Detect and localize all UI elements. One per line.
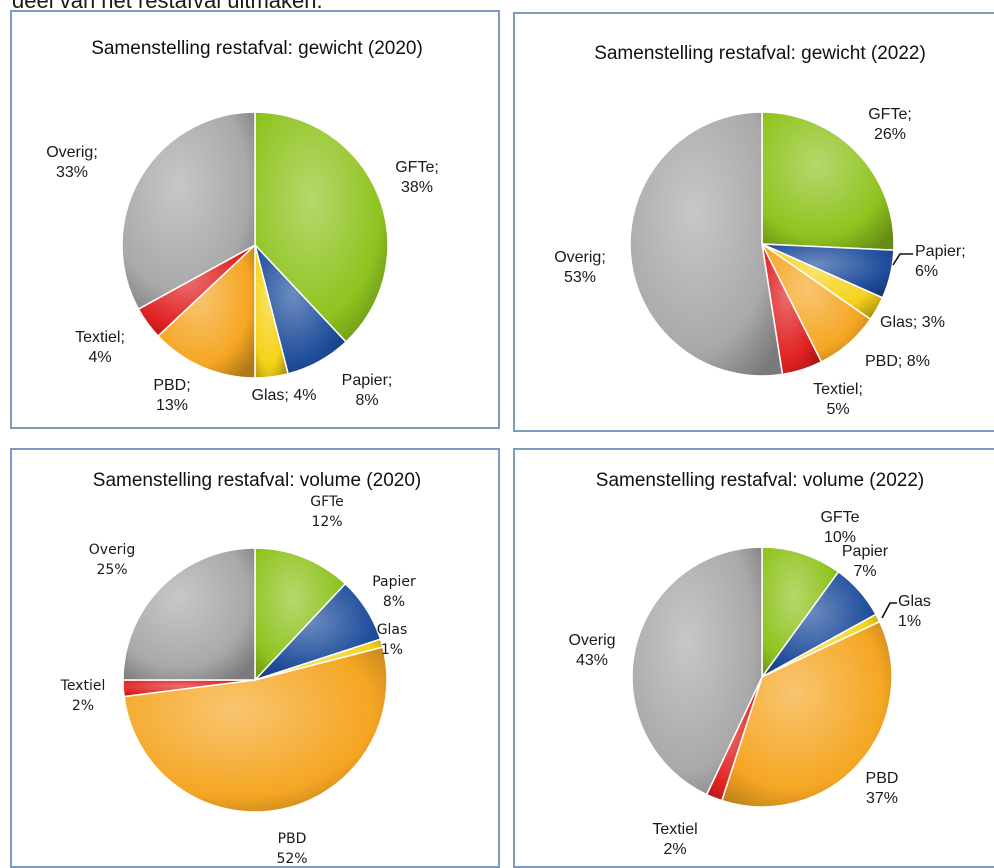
data-label-gfte: GFTe 10% <box>820 509 859 546</box>
chart-panel-volume-2020: Samenstelling restafval: volume (2020) GF… <box>10 448 500 868</box>
pie-slice-gfte <box>254 111 389 344</box>
data-label-textiel: Textiel; 4% <box>75 329 125 366</box>
data-label-overig: Overig; 33% <box>46 144 98 181</box>
chart-title: Samenstelling restafval: gewicht (2022) <box>594 43 926 64</box>
pie-slice-pbd <box>720 620 893 808</box>
pie-chart-volume-2022: Samenstelling restafval: volume (2022) GF… <box>568 470 931 858</box>
data-label-glas: Glas 1% <box>898 593 931 630</box>
chart-title: Samenstelling restafval: volume (2020) <box>93 470 421 491</box>
data-label-pbd: PBD 37% <box>866 770 899 807</box>
data-label-overig: Overig 25% <box>89 542 135 578</box>
pie-slice-gfte <box>761 546 840 680</box>
pie-slice-pbd <box>156 243 256 379</box>
pie-chart-weight-2022: Samenstelling restafval: gewicht (2022) G… <box>554 43 966 418</box>
pie-slice-overig <box>629 111 784 377</box>
data-label-pbd: PBD; 8% <box>865 353 930 370</box>
chart-panel-weight-2020: Samenstelling restafval: gewicht (2020) G… <box>10 10 500 429</box>
pie-chart-weight-2020: Samenstelling restafval: gewicht (2020) G… <box>46 38 439 414</box>
chart-title: Samenstelling restafval: volume (2022) <box>596 470 924 491</box>
chart-panel-weight-2022: Samenstelling restafval: gewicht (2022) G… <box>513 12 994 432</box>
data-label-glas: Glas; 4% <box>252 387 317 404</box>
data-label-textiel: Textiel 2% <box>60 678 106 714</box>
data-label-glas: Glas; 3% <box>880 314 945 331</box>
pie-slice-gfte <box>761 111 895 251</box>
data-label-papier: Papier 8% <box>372 574 416 610</box>
page-caption: deel van het restafval uitmaken. <box>12 0 323 13</box>
pie-slice-overig <box>121 111 256 311</box>
pie-slice-overig <box>122 547 256 681</box>
data-label-gfte: GFTe 12% <box>310 494 343 530</box>
data-label-textiel: Textiel 2% <box>652 821 697 858</box>
leader-line <box>881 602 897 619</box>
pie-slice-gfte <box>254 547 347 682</box>
data-label-overig: Overig 43% <box>568 632 615 669</box>
data-label-glas: Glas 1% <box>377 622 408 658</box>
data-label-pbd: PBD 52% <box>276 831 307 867</box>
chart-panel-volume-2022: Samenstelling restafval: volume (2022) GF… <box>513 448 994 868</box>
data-label-gfte: GFTe; 26% <box>868 106 912 143</box>
data-label-papier: Papier 7% <box>842 543 889 580</box>
pie-slice-overig <box>631 546 763 796</box>
data-label-textiel: Textiel; 5% <box>813 381 863 418</box>
chart-title: Samenstelling restafval: gewicht (2020) <box>91 38 423 59</box>
data-label-overig: Overig; 53% <box>554 249 606 286</box>
leader-line <box>892 253 913 266</box>
data-label-papier: Papier; 8% <box>342 372 393 409</box>
data-label-gfte: GFTe; 38% <box>395 159 439 196</box>
pie-chart-volume-2020: Samenstelling restafval: volume (2020) GF… <box>60 470 422 867</box>
data-label-papier: Papier; 6% <box>915 243 966 280</box>
data-label-pbd: PBD; 13% <box>153 377 190 414</box>
